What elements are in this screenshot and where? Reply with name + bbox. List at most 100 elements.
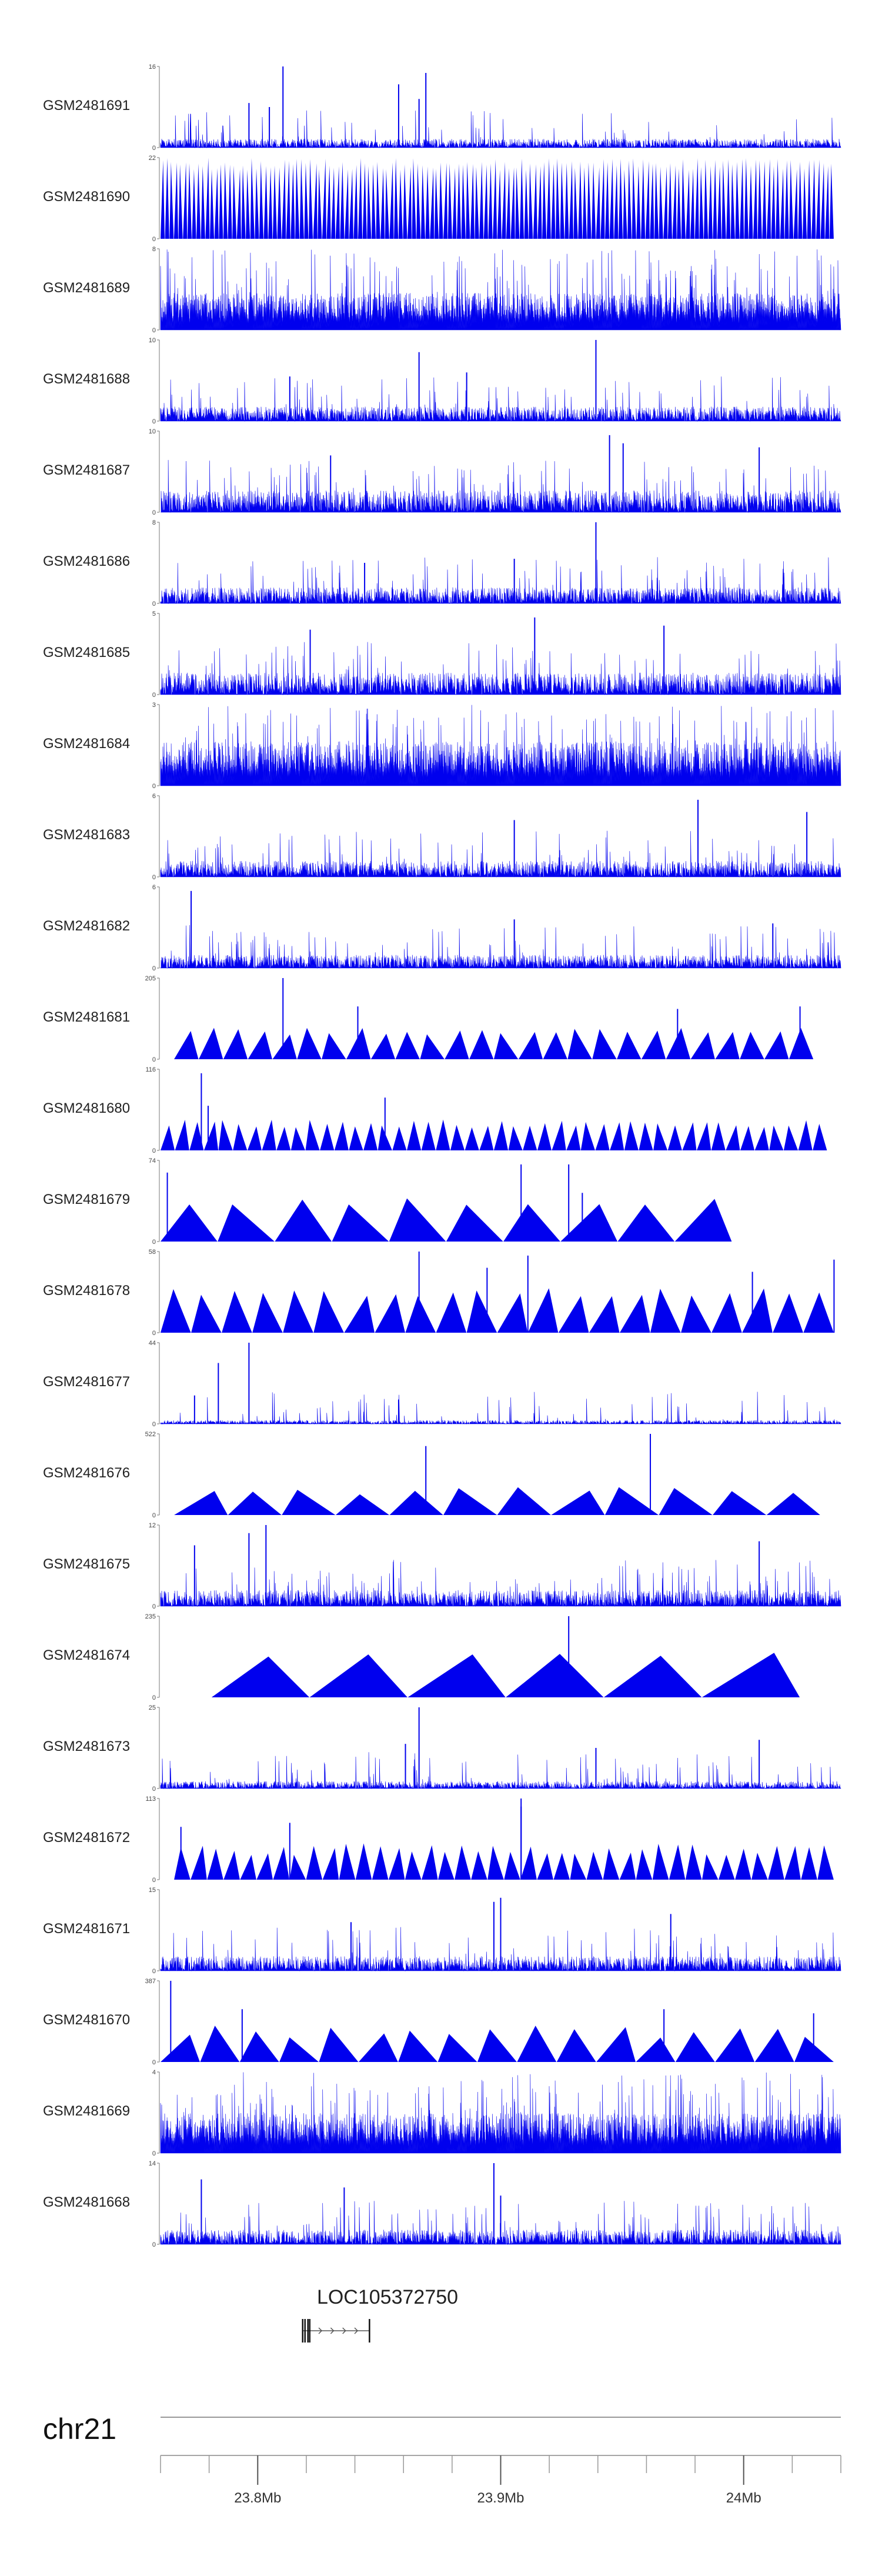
axis-tick-label: 23.9Mb xyxy=(477,2490,524,2506)
track-label: GSM2481674 xyxy=(43,1647,130,1663)
track-GSM2481689: GSM2481689 8 0 xyxy=(43,246,841,334)
axis-tick-label: 24Mb xyxy=(726,2490,761,2506)
y-max-label: 387 xyxy=(145,1978,156,1985)
track-GSM2481674: GSM2481674 235 0 xyxy=(43,1613,800,1701)
y-max-label: 25 xyxy=(149,1704,156,1711)
y-min-label: 0 xyxy=(152,145,156,152)
coverage-area xyxy=(160,249,841,331)
track-GSM2481676: GSM2481676 522 0 xyxy=(43,1431,820,1519)
track-GSM2481681: GSM2481681 205 0 xyxy=(43,975,814,1063)
axis-tick-label: 23.8Mb xyxy=(234,2490,281,2506)
y-min-label: 0 xyxy=(152,418,156,425)
y-max-label: 16 xyxy=(149,64,156,71)
track-label: GSM2481688 xyxy=(43,371,130,387)
track-GSM2481686: GSM2481686 8 0 xyxy=(43,519,841,608)
y-max-label: 5 xyxy=(152,610,156,618)
y-max-label: 10 xyxy=(149,337,156,344)
y-max-label: 8 xyxy=(152,246,156,253)
strand-arrow xyxy=(342,2327,346,2334)
track-label: GSM2481680 xyxy=(43,1100,130,1116)
coverage-area xyxy=(160,376,841,422)
track-label: GSM2481690 xyxy=(43,189,130,205)
coverage-area xyxy=(160,110,841,149)
y-min-label: 0 xyxy=(152,1877,156,1884)
coverage-area xyxy=(174,1027,814,1059)
y-max-label: 4 xyxy=(152,2069,156,2076)
track-GSM2481680: GSM2481680 116 0 xyxy=(43,1066,827,1154)
y-min-label: 0 xyxy=(152,236,156,243)
coverage-area xyxy=(174,1843,834,1880)
y-min-label: 0 xyxy=(152,1421,156,1428)
track-GSM2481668: GSM2481668 14 0 xyxy=(43,2160,841,2248)
y-min-label: 0 xyxy=(152,327,156,334)
track-GSM2481685: GSM2481685 5 0 xyxy=(43,610,841,699)
coverage-area xyxy=(160,925,841,969)
coverage-area xyxy=(211,1653,800,1697)
strand-arrow xyxy=(318,2327,323,2334)
track-GSM2481675: GSM2481675 12 0 xyxy=(43,1522,841,1610)
coverage-area xyxy=(161,1119,827,1150)
gene-annotation-track: LOC105372750 xyxy=(302,2286,458,2343)
y-max-label: 6 xyxy=(152,884,156,891)
track-GSM2481691: GSM2481691 16 0 xyxy=(43,64,841,152)
track-label: GSM2481679 xyxy=(43,1192,130,1207)
chromosome-label: chr21 xyxy=(43,2413,116,2445)
coverage-area xyxy=(160,2072,841,2154)
y-max-label: 14 xyxy=(149,2160,156,2167)
y-min-label: 0 xyxy=(152,1694,156,1701)
y-max-label: 15 xyxy=(149,1887,156,1894)
track-label: GSM2481691 xyxy=(43,98,130,114)
track-label: GSM2481677 xyxy=(43,1374,130,1390)
track-label: GSM2481684 xyxy=(43,736,130,752)
track-GSM2481672: GSM2481672 113 0 xyxy=(43,1796,834,1884)
coverage-area xyxy=(160,557,841,605)
track-GSM2481673: GSM2481673 25 0 xyxy=(43,1704,841,1793)
y-min-label: 0 xyxy=(152,1239,156,1246)
y-max-label: 10 xyxy=(149,428,156,435)
y-min-label: 0 xyxy=(152,1603,156,1610)
track-GSM2481688: GSM2481688 10 0 xyxy=(43,337,841,425)
y-min-label: 0 xyxy=(152,1330,156,1337)
track-label: GSM2481671 xyxy=(43,1921,130,1937)
strand-arrow xyxy=(330,2327,335,2334)
track-GSM2481669: GSM2481669 4 0 xyxy=(43,2069,841,2157)
y-min-label: 0 xyxy=(152,1056,156,1063)
y-max-label: 6 xyxy=(152,793,156,800)
y-max-label: 113 xyxy=(145,1796,156,1803)
track-label: GSM2481670 xyxy=(43,2012,130,2028)
track-label: GSM2481675 xyxy=(43,1556,130,1572)
y-max-label: 205 xyxy=(145,975,156,982)
coverage-area xyxy=(160,1752,841,1790)
y-max-label: 8 xyxy=(152,519,156,526)
track-GSM2481683: GSM2481683 6 0 xyxy=(43,793,841,881)
y-min-label: 0 xyxy=(152,1968,156,1975)
track-label: GSM2481681 xyxy=(43,1009,130,1025)
y-min-label: 0 xyxy=(152,2150,156,2157)
y-max-label: 74 xyxy=(149,1157,156,1164)
track-label: GSM2481672 xyxy=(43,1830,130,1846)
gene-label: LOC105372750 xyxy=(317,2286,458,2308)
track-GSM2481690: GSM2481690 22 0 xyxy=(43,155,834,243)
coverage-area xyxy=(161,158,834,239)
coverage-area xyxy=(161,1198,732,1242)
coverage-area xyxy=(160,1392,841,1425)
track-GSM2481670: GSM2481670 387 0 xyxy=(43,1978,834,2066)
genome-axis: chr21 23.8Mb 23.9Mb 24Mb xyxy=(43,2413,841,2506)
track-GSM2481678: GSM2481678 58 0 xyxy=(43,1249,835,1337)
track-GSM2481682: GSM2481682 6 0 xyxy=(43,884,841,972)
y-min-label: 0 xyxy=(152,692,156,699)
track-label: GSM2481669 xyxy=(43,2103,130,2119)
track-panels: GSM2481691160GSM2481690220GSM248168980GS… xyxy=(43,64,841,2248)
track-label: GSM2481689 xyxy=(43,280,130,296)
coverage-area xyxy=(161,1288,834,1333)
track-GSM2481687: GSM2481687 10 0 xyxy=(43,428,841,516)
track-label: GSM2481687 xyxy=(43,462,130,478)
track-label: GSM2481676 xyxy=(43,1465,130,1481)
y-max-label: 58 xyxy=(149,1249,156,1256)
y-max-label: 44 xyxy=(149,1340,156,1347)
y-max-label: 116 xyxy=(145,1066,156,1073)
strand-arrow xyxy=(354,2327,359,2334)
track-label: GSM2481673 xyxy=(43,1739,130,1754)
coverage-area xyxy=(161,460,841,513)
